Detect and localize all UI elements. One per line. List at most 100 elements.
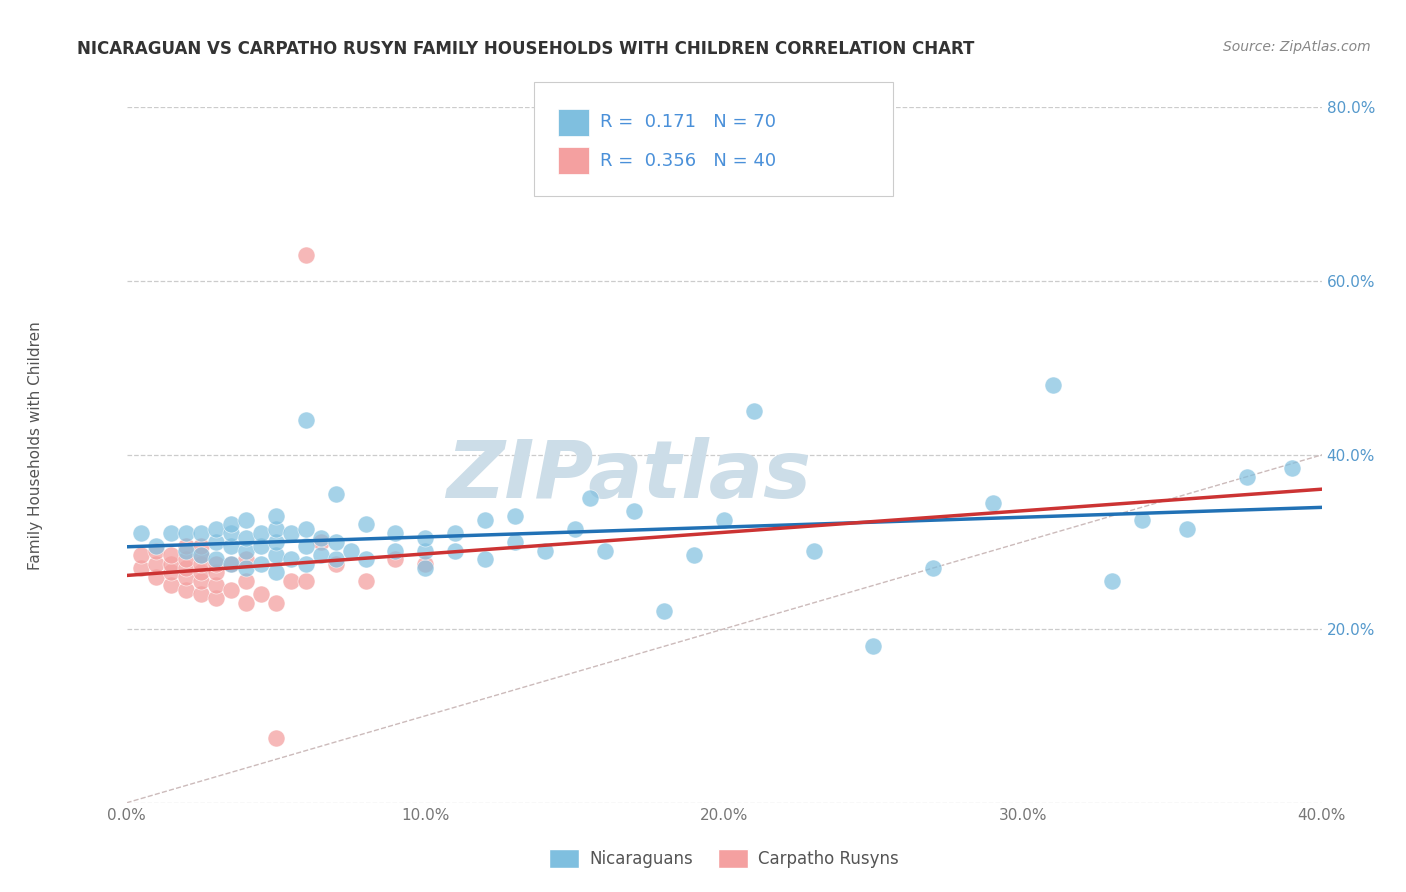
Point	[309, 534, 332, 549]
Point	[219, 517, 242, 532]
Point	[325, 487, 347, 501]
Point	[294, 413, 316, 427]
Point	[593, 543, 616, 558]
Point	[235, 513, 257, 527]
Point	[264, 731, 287, 745]
Point	[309, 548, 332, 562]
Point	[219, 526, 242, 541]
Point	[444, 526, 467, 541]
Point	[235, 561, 257, 575]
Text: Source: ZipAtlas.com: Source: ZipAtlas.com	[1223, 40, 1371, 54]
Point	[578, 491, 600, 506]
Point	[280, 526, 302, 541]
Point	[280, 574, 302, 588]
Legend: Nicaraguans, Carpatho Rusyns: Nicaraguans, Carpatho Rusyns	[543, 842, 905, 874]
Text: NICARAGUAN VS CARPATHO RUSYN FAMILY HOUSEHOLDS WITH CHILDREN CORRELATION CHART: NICARAGUAN VS CARPATHO RUSYN FAMILY HOUS…	[77, 40, 974, 58]
Point	[235, 596, 257, 610]
Point	[384, 552, 406, 566]
Point	[294, 248, 316, 262]
Point	[160, 578, 183, 592]
Point	[294, 522, 316, 536]
Point	[325, 552, 347, 566]
Point	[235, 531, 257, 545]
Point	[205, 534, 228, 549]
Point	[623, 504, 645, 518]
Point	[205, 557, 228, 571]
Point	[309, 531, 332, 545]
Point	[683, 548, 706, 562]
Point	[174, 570, 197, 584]
Point	[264, 548, 287, 562]
Point	[264, 596, 287, 610]
Point	[354, 517, 377, 532]
Point	[652, 605, 675, 619]
Point	[564, 522, 586, 536]
Point	[742, 404, 765, 418]
Point	[415, 543, 437, 558]
Point	[1101, 574, 1123, 588]
Point	[174, 561, 197, 575]
Point	[190, 539, 212, 553]
Point	[145, 557, 167, 571]
Point	[1236, 469, 1258, 483]
Point	[205, 591, 228, 606]
Point	[1281, 461, 1303, 475]
Point	[294, 539, 316, 553]
Point	[384, 543, 406, 558]
Point	[219, 557, 242, 571]
Point	[190, 526, 212, 541]
Point	[294, 574, 316, 588]
Point	[250, 557, 273, 571]
Point	[174, 543, 197, 558]
Point	[174, 526, 197, 541]
Point	[174, 582, 197, 597]
Point	[250, 587, 273, 601]
Text: ZIPatlas: ZIPatlas	[446, 437, 811, 515]
Point	[264, 534, 287, 549]
Point	[205, 578, 228, 592]
Point	[190, 566, 212, 580]
Point	[803, 543, 825, 558]
Text: R =  0.171   N = 70: R = 0.171 N = 70	[600, 113, 776, 131]
Point	[1130, 513, 1153, 527]
Point	[264, 508, 287, 523]
Point	[219, 557, 242, 571]
Point	[415, 531, 437, 545]
Point	[190, 587, 212, 601]
Point	[131, 561, 153, 575]
Point	[131, 526, 153, 541]
Point	[503, 534, 526, 549]
Point	[250, 526, 273, 541]
Point	[384, 526, 406, 541]
Point	[354, 574, 377, 588]
Point	[1175, 522, 1198, 536]
Point	[131, 548, 153, 562]
Point	[205, 566, 228, 580]
Point	[339, 543, 361, 558]
Point	[354, 552, 377, 566]
Point	[325, 534, 347, 549]
Point	[250, 539, 273, 553]
Point	[862, 639, 884, 653]
Point	[160, 526, 183, 541]
Point	[474, 513, 496, 527]
Point	[205, 522, 228, 536]
Point	[145, 543, 167, 558]
Point	[174, 539, 197, 553]
Text: R =  0.356   N = 40: R = 0.356 N = 40	[600, 152, 776, 169]
Point	[190, 574, 212, 588]
Point	[981, 496, 1004, 510]
Point	[235, 543, 257, 558]
Point	[190, 548, 212, 562]
Point	[294, 557, 316, 571]
Point	[280, 552, 302, 566]
Point	[922, 561, 945, 575]
Point	[145, 539, 167, 553]
Point	[1042, 378, 1064, 392]
Point	[444, 543, 467, 558]
Point	[713, 513, 735, 527]
Point	[145, 570, 167, 584]
Point	[264, 566, 287, 580]
Point	[190, 557, 212, 571]
Point	[219, 582, 242, 597]
